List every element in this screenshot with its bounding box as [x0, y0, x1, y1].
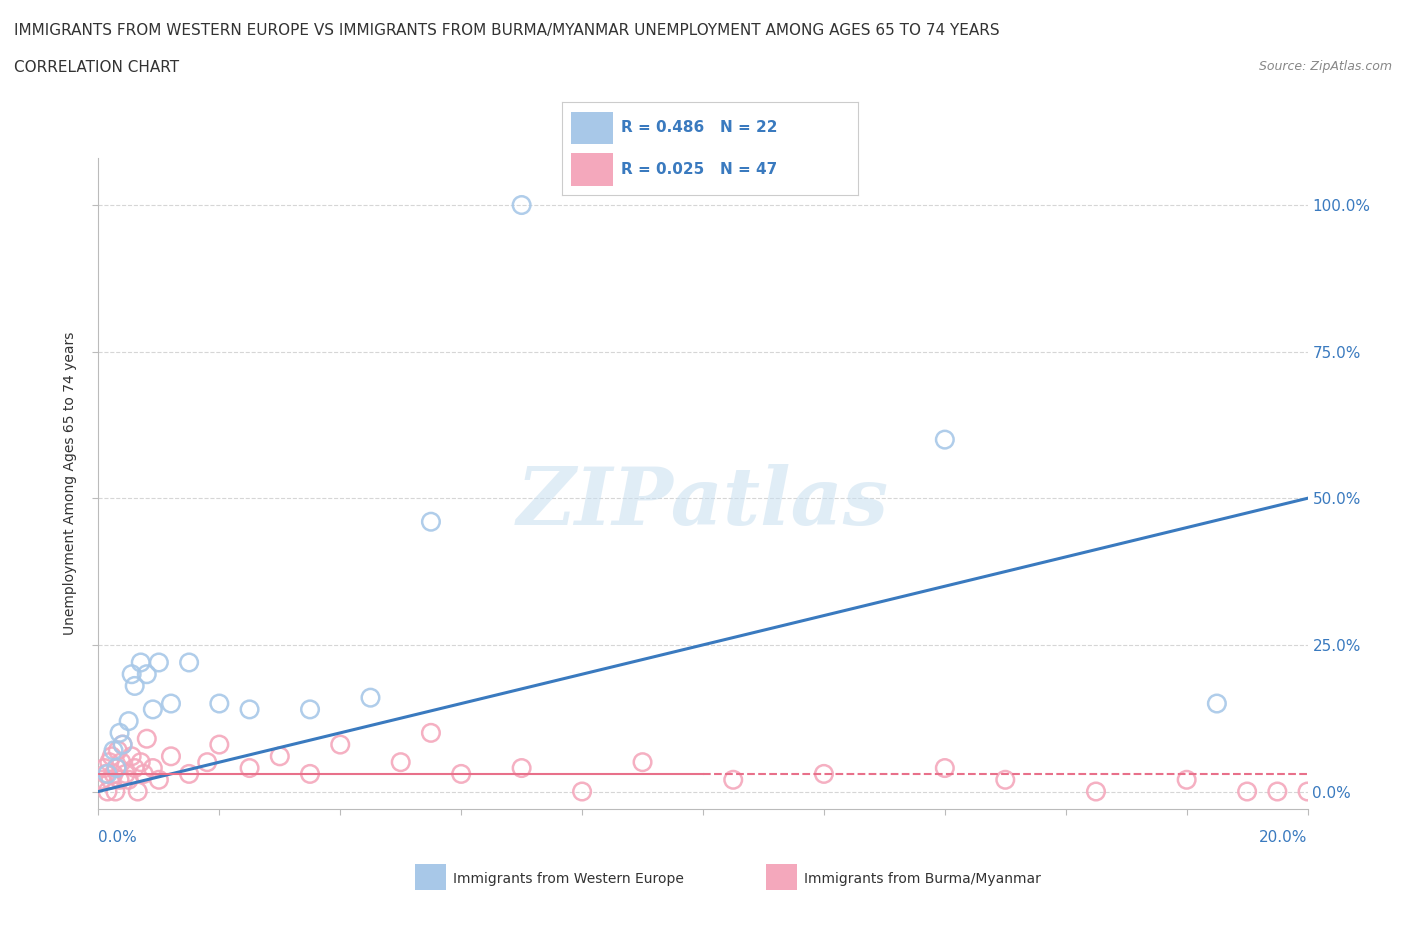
Point [111, 737, 134, 752]
Point [148, 772, 170, 787]
Point [1175, 772, 1198, 787]
Point [104, 784, 127, 799]
Point [631, 755, 654, 770]
Point [299, 702, 322, 717]
Point [100, 772, 122, 787]
Point [111, 737, 134, 752]
Bar [571, 153, 613, 186]
Text: Immigrants from Western Europe: Immigrants from Western Europe [453, 871, 683, 886]
Point [179, 766, 201, 781]
Point [90, 772, 112, 787]
Y-axis label: Unemployment Among Ages 65 to 74 years: Unemployment Among Ages 65 to 74 years [63, 332, 77, 635]
Point [110, 755, 132, 770]
Text: R = 0.486   N = 22: R = 0.486 N = 22 [621, 120, 778, 136]
Point [121, 749, 143, 764]
Point [239, 702, 262, 717]
Point [329, 737, 352, 752]
Point [269, 749, 291, 764]
Point [108, 725, 131, 740]
Point [135, 667, 157, 682]
Point [103, 766, 125, 781]
Point [360, 690, 382, 705]
Point [934, 761, 956, 776]
Point [450, 766, 472, 781]
Point [105, 761, 128, 776]
Point [420, 514, 443, 529]
Point [208, 696, 231, 711]
Point [118, 772, 141, 787]
Point [103, 743, 125, 758]
Point [148, 655, 170, 670]
Bar [571, 112, 613, 144]
Point [94, 766, 117, 781]
Text: Source: ZipAtlas.com: Source: ZipAtlas.com [1258, 60, 1392, 73]
Point [124, 761, 146, 776]
Point [129, 755, 152, 770]
Point [107, 743, 129, 758]
Point [160, 749, 183, 764]
Point [1296, 784, 1319, 799]
Text: Immigrants from Burma/Myanmar: Immigrants from Burma/Myanmar [804, 871, 1040, 886]
Point [389, 755, 412, 770]
Text: R = 0.025   N = 47: R = 0.025 N = 47 [621, 162, 778, 178]
Point [1267, 784, 1289, 799]
Point [132, 766, 155, 781]
Point [1085, 784, 1108, 799]
Point [299, 766, 322, 781]
Point [195, 755, 218, 770]
Point [124, 679, 146, 694]
Point [239, 761, 262, 776]
Point [510, 761, 533, 776]
Point [93, 761, 115, 776]
Point [571, 784, 593, 799]
Point [100, 749, 122, 764]
Point [208, 737, 231, 752]
Point [118, 713, 141, 728]
Text: 20.0%: 20.0% [1260, 830, 1308, 844]
Point [96, 766, 118, 781]
Text: IMMIGRANTS FROM WESTERN EUROPE VS IMMIGRANTS FROM BURMA/MYANMAR UNEMPLOYMENT AMO: IMMIGRANTS FROM WESTERN EUROPE VS IMMIGR… [14, 23, 1000, 38]
Point [96, 784, 118, 799]
Point [108, 772, 131, 787]
Point [934, 432, 956, 447]
Point [1236, 784, 1258, 799]
Text: ZIPatlas: ZIPatlas [517, 464, 889, 542]
Point [179, 655, 201, 670]
Point [420, 725, 443, 740]
Point [813, 766, 835, 781]
Point [135, 731, 157, 746]
Point [142, 702, 165, 717]
Point [121, 667, 143, 682]
Point [160, 696, 183, 711]
Point [129, 655, 152, 670]
Point [1206, 696, 1229, 711]
Point [127, 784, 149, 799]
Point [105, 761, 128, 776]
Point [723, 772, 745, 787]
Point [142, 761, 165, 776]
Text: 0.0%: 0.0% [98, 830, 138, 844]
Point [98, 755, 121, 770]
Point [114, 766, 136, 781]
Point [994, 772, 1017, 787]
Text: CORRELATION CHART: CORRELATION CHART [14, 60, 179, 75]
Point [510, 197, 533, 212]
